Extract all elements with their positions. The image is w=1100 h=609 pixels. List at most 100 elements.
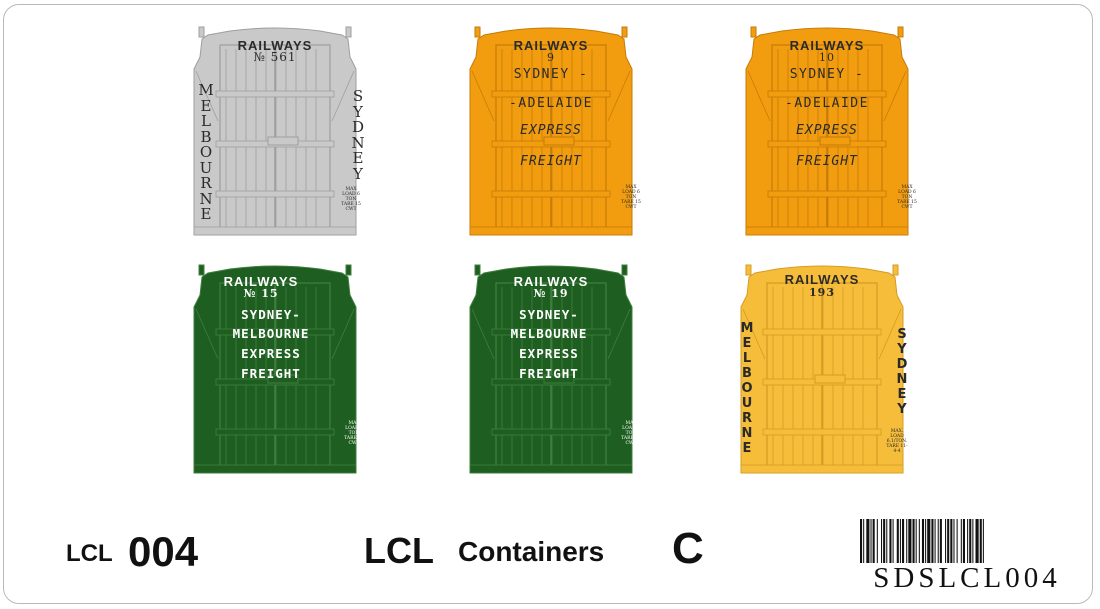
door-latch (819, 136, 851, 146)
barcode-bar (892, 519, 894, 563)
door-strap (767, 190, 887, 198)
barcode-bar (947, 519, 950, 563)
barcode-bar (899, 519, 901, 563)
container-number: № 561 (253, 50, 297, 64)
barcode-bar (967, 519, 969, 563)
barcode-bar (953, 519, 955, 563)
destination-line-1: SYDNEY - (789, 67, 865, 82)
railways-label: RAILWAYS (223, 274, 299, 289)
barcode-bar (912, 519, 915, 563)
railways-label: RAILWAYS (784, 272, 860, 287)
door-latch (814, 374, 846, 384)
barcode-bar (889, 519, 892, 563)
destination-line-1: SYDNEY - (513, 67, 589, 82)
door-latch (267, 136, 299, 146)
railways-label: RAILWAYS (789, 38, 865, 53)
barcode-bar (876, 519, 878, 563)
destination-line-2: MELBOURNE (232, 326, 310, 341)
side-brace (878, 308, 902, 360)
container-body (193, 26, 357, 236)
container-body (469, 26, 633, 236)
destination-line-2: -ADELAIDE (509, 96, 593, 111)
destination-line-4: FREIGHT (519, 366, 579, 381)
door-latch (543, 374, 575, 384)
product-code-prefix: LCL (66, 540, 113, 567)
railways-label: RAILWAYS (513, 274, 589, 289)
lifting-lug (198, 26, 205, 38)
destination-line-2: MELBOURNE (510, 326, 588, 341)
destination-line-4: FREIGHT (241, 366, 301, 381)
barcode-icon (860, 519, 984, 563)
door-strap (491, 190, 611, 198)
side-brace (747, 70, 771, 122)
container-body (469, 264, 633, 474)
barcode-bar (962, 519, 965, 563)
barcode-bar (886, 519, 888, 563)
lifting-lug (621, 264, 628, 276)
lifting-lug (198, 264, 205, 276)
container-number: 9 (547, 51, 555, 64)
barcode-bar (960, 519, 962, 563)
destination-line-3: EXPRESS (241, 346, 301, 361)
container-number: № 19 (533, 287, 569, 300)
load-tare-plate: MAX. LOAD 6.1/TON. TARE 11-4-4 (886, 429, 908, 454)
destination-line-4: FREIGHT (796, 154, 858, 169)
barcode-bar (863, 519, 865, 563)
base-rail (469, 226, 633, 236)
lifting-lug (745, 264, 752, 276)
destination-line-4: FREIGHT (520, 154, 582, 169)
side-brace (607, 308, 631, 360)
barcode-bar (883, 519, 886, 563)
barcode-bar (881, 519, 883, 563)
door-strap (491, 428, 611, 436)
container-number: 193 (809, 286, 835, 299)
load-tare-plate: MAX LOAD 6 TON TARE 15 CWT (897, 185, 917, 210)
lifting-lug (892, 264, 899, 276)
product-code-number: 004 (128, 528, 199, 575)
side-brace (883, 70, 907, 122)
barcode-bar (870, 519, 872, 563)
door-strap (491, 328, 611, 336)
barcode-bar (902, 519, 905, 563)
container-green-19: RAILWAYS № 19 SYDNEY- MELBOURNE EXPRESS … (466, 264, 641, 474)
side-brace (331, 70, 355, 122)
container-orange-10: RAILWAYS 10 SYDNEY - -ADELAIDE EXPRESS F… (742, 26, 917, 236)
side-brace (471, 308, 495, 360)
lifting-lug (345, 264, 352, 276)
door-strap (215, 428, 335, 436)
container-green-15: RAILWAYS № 15 SYDNEY- MELBOURNE EXPRESS … (190, 264, 364, 474)
barcode-bar (921, 519, 925, 563)
barcode-bar (872, 519, 875, 563)
door-strap (215, 328, 335, 336)
load-tare-plate: MAX LOAD 6 TON TARE 15 CWT (621, 185, 641, 210)
side-brace (607, 70, 631, 122)
door-strap (491, 90, 611, 98)
barcode-bar (956, 519, 958, 563)
barcode-bar (934, 519, 936, 563)
barcode-bar (927, 519, 931, 563)
door-strap (762, 428, 882, 436)
barcode-bar (908, 519, 912, 563)
barcode-bar (982, 519, 984, 563)
barcode-bar (906, 519, 908, 563)
side-brace (331, 308, 355, 360)
destination-line-1: SYDNEY- (241, 307, 301, 322)
load-tare-plate: MAX LOAD 6 TON TARE 15 CWT (621, 421, 641, 446)
lifting-lug (474, 264, 481, 276)
base-rail (745, 226, 909, 236)
base-rail (193, 464, 357, 474)
load-tare-plate: MAX LOAD 6 TON TARE 15 CWT (344, 421, 364, 446)
barcode-bar (866, 519, 870, 563)
door-strap (762, 328, 882, 336)
container-number: 10 (819, 51, 835, 64)
container-body (740, 264, 904, 474)
lifting-lug (750, 26, 757, 38)
base-rail (469, 464, 633, 474)
door-strap (215, 190, 335, 198)
container-number: № 15 (243, 287, 279, 300)
barcode-bar (925, 519, 927, 563)
lifting-lug (345, 26, 352, 38)
